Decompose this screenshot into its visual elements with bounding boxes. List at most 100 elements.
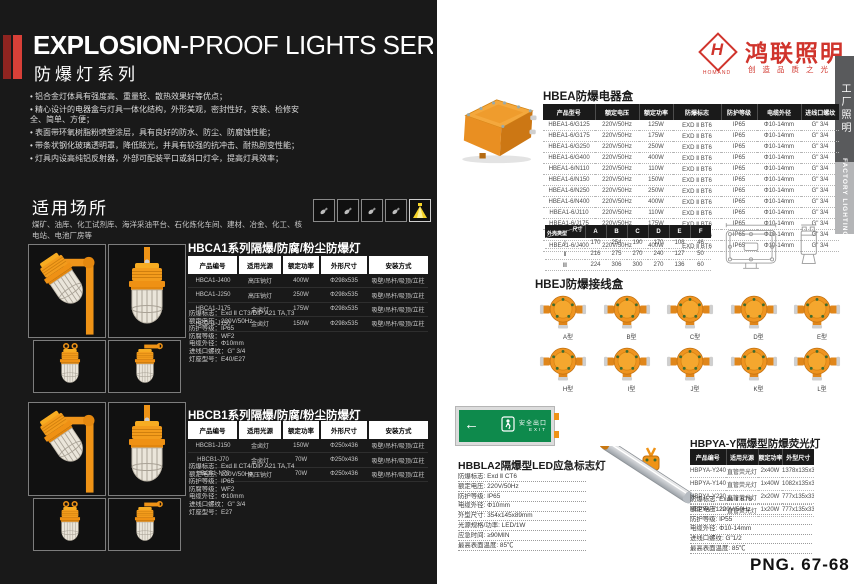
spec-line: 应急时间: ≥90MIN — [458, 532, 586, 541]
side-tab-factory-lighting-en: FACTORY LIGHTING — [835, 158, 854, 238]
spec-line: 光源规格/功率: LED/1W — [458, 522, 586, 532]
brand-logo: H HOMAND 鸿联照明 创造品质之光 — [697, 32, 847, 80]
feature-item: 灯具内设高纯铝反射器，外部可配装平口或斜口灯伞，提高灯具效率； — [30, 154, 312, 164]
spec-line: 额定电压: 220V/50Hz — [458, 483, 586, 492]
table-row: HBEA1-6/G400 220V/50Hz 400W EXD Ⅱ BT6 IP65 Φ1… — [543, 152, 839, 164]
column-header: 防爆标志 — [673, 104, 722, 120]
hbcb1-photo-wall-mount — [28, 402, 106, 496]
accent-bar-bright — [13, 35, 22, 79]
table-row: HBCA1-J400 高压钠灯 400W Φ298x535 吸壁/吊杆/吸顶/立柱 — [188, 274, 428, 289]
enclosure-drawing-side — [790, 223, 828, 271]
hbpya-specs: 防爆标志: Exde Ⅱ BT6 额定电压: 220V/50Hz 防护等级: IP5… — [690, 496, 812, 555]
spec-line: 电缆外径：Φ10mm — [189, 493, 244, 501]
spec-line: 额定电压：220V/50Hz — [189, 470, 253, 478]
spec-line: 防护等级：IP65 — [189, 478, 235, 486]
page-title-bold: EXPLOSION — [33, 30, 181, 60]
hbca1-photo-small-1 — [33, 340, 106, 393]
hbej-row-1: A型 B型 C型 D型 E型 — [538, 294, 852, 341]
lamp-type-icon-1 — [313, 199, 335, 222]
applications-text: 煤矿、油库、化工试剂库、海洋采油平台、石化炼化车间、建材、冶金、化工、核电站、电… — [32, 220, 302, 240]
column-header: 产品编号 — [188, 256, 239, 274]
table-row: Ⅰ 170 254 190 170 108 46 — [545, 238, 711, 249]
brand-tagline: 创造品质之光 — [748, 65, 835, 74]
table-row: HBEA1-6/N400 220V/50Hz 400W EXD Ⅱ BT6 IP65 Φ1… — [543, 196, 839, 208]
table-row: HBCB1-J150 金卤灯 150W Φ250x436 吸壁/吊杆/吸顶/立柱 — [188, 439, 428, 454]
column-header: 适用光源 — [726, 449, 759, 465]
table-row: HBEA1-6/J110 220V/50Hz 110W EXD Ⅱ BT6 IP65 Φ1… — [543, 207, 839, 219]
page-title-rest: -PROOF LIGHTS SERIES — [180, 30, 433, 60]
exit-sign-bracket-bottom — [554, 431, 559, 438]
column-header: 额定电压 — [595, 104, 640, 120]
column-header: A — [585, 225, 607, 238]
junction-box-j: J型 — [665, 346, 725, 393]
column-header: 防护等级 — [721, 104, 758, 120]
spec-line: 电缆外径：Φ10mm — [189, 340, 244, 348]
column-header: 额定功率 — [282, 421, 321, 439]
column-header: E — [669, 225, 691, 238]
junction-box-a: A型 — [538, 294, 598, 341]
hbea-title: HBEA防爆电器盒 — [543, 91, 634, 103]
left-panel: EXPLOSION-PROOF LIGHTS SERIES 防爆灯系列 铝合金灯… — [0, 0, 437, 584]
accent-bar-dark — [3, 35, 11, 79]
column-header: 产品编号 — [188, 421, 239, 439]
column-header: 适用光源 — [238, 256, 283, 274]
hbca1-photo-wall-mount — [28, 244, 106, 338]
spec-line: 防护等级: IP65 — [458, 493, 586, 502]
spec-line: 进线口螺纹: G"1/2 — [690, 535, 812, 545]
hbcb1-photo-pendant — [108, 402, 186, 496]
spec-line: 防腐等级：WF2 — [189, 332, 235, 340]
column-header: 进线口螺纹 — [801, 104, 839, 120]
lamp-type-icon-2 — [337, 199, 359, 222]
column-header: 额定功率 — [639, 104, 674, 120]
lamp-type-icons — [313, 199, 431, 222]
hbca1-specs: 防爆标志：Exd Ⅱ CT3/DIP A21 TA,T3 额定电压：220V/50… — [189, 310, 359, 363]
junction-box-b: B型 — [602, 294, 662, 341]
table-row: HBEA1-6/N150 220V/50Hz 150W EXD Ⅱ BT6 IP65 Φ1… — [543, 174, 839, 186]
spec-line: 最高表面温度: 85℃ — [690, 545, 812, 555]
column-header: 额定功率 — [758, 449, 783, 465]
junction-box-k: K型 — [729, 346, 789, 393]
hbcb1-specs: 防爆标志：Exd Ⅱ CT4/DIP A21 TA,T4 额定电压：220V/50… — [189, 463, 359, 516]
column-header: 安装方式 — [368, 421, 428, 439]
spec-line: 外型尺寸: 354x145x89mm — [458, 512, 586, 522]
brand-name-cn: 鸿联照明 — [745, 40, 845, 66]
hbcb1-table: 产品编号 适用光源 额定功率 外形尺寸 安装方式 HBCB1-J150 金卤灯 150W Φ2… — [188, 421, 428, 483]
exit-sign-text: 安全出口 — [518, 421, 547, 427]
logo-letter: H — [710, 40, 724, 59]
hbej-title: HBEJ防爆接线盒 — [535, 279, 624, 291]
junction-box-c: C型 — [665, 294, 725, 341]
table-row: HBEA1-6/G250 220V/50Hz 250W EXD Ⅱ BT6 IP65 Φ1… — [543, 141, 839, 153]
table-row: HBCA1-J175 金卤灯 175W Φ298x535 吸壁/吊杆/吸顶/立柱 — [188, 302, 428, 318]
hbej-row-2: H型 I型 J型 K型 L型 — [538, 346, 852, 393]
table-row: Ⅱ 216 275 270 240 127 50 — [545, 248, 711, 260]
column-header: 外型尺寸 — [782, 449, 814, 465]
spec-line: 电缆外径: Φ10mm — [458, 502, 586, 512]
spec-line: 防护等级：IP65 — [189, 325, 235, 333]
table-row: HBCA1-J150 金卤灯 150W Φ298x535 吸壁/吊杆/吸顶/立柱 — [188, 316, 428, 332]
spec-line: 灯座型号：E40/E27 — [189, 355, 246, 363]
page-title: EXPLOSION-PROOF LIGHTS SERIES — [33, 30, 433, 61]
enclosure-drawing-front — [722, 222, 780, 272]
lamp-type-icon-3 — [361, 199, 383, 222]
spec-line: 防爆标志：Exd Ⅱ CT3/DIP A21 TA,T3 — [189, 310, 295, 317]
column-header: 外形尺寸 — [320, 256, 369, 274]
column-header: 适用光源 — [238, 421, 283, 439]
lamp-type-icon-4 — [385, 199, 407, 222]
exit-arrow: ← — [464, 416, 479, 433]
exit-sign-bracket-top — [554, 413, 559, 420]
column-header: 外形尺寸 — [320, 421, 369, 439]
junction-box-l: L型 — [792, 346, 852, 393]
hbbla2-specs: 防爆标志: Exd Ⅱ CT6 额定电压: 220V/50Hz 防护等级: IP65… — [458, 473, 586, 551]
feature-item: 铝合金灯体具有强度高、重量轻、散热效果好等优点； — [30, 92, 312, 102]
spec-line: 最高表面温度: 85℃ — [458, 542, 586, 551]
spec-line: 防护等级: IP55 — [690, 516, 812, 525]
spec-line: 进线口螺纹：G" 3/4 — [189, 500, 246, 508]
table-row: HBPYA-Y120直管荧光灯1x20W777x135x330 — [690, 503, 814, 517]
spec-line: 灯座型号：E27 — [189, 508, 233, 516]
table-row: HBCB1-J70 金卤灯 70W Φ250x436 吸壁/吊杆/吸顶/立柱 — [188, 452, 428, 468]
hbea-photo — [456, 88, 542, 168]
hbca1-photo-small-2 — [108, 340, 181, 393]
table-row: HBEA1-6/G125 220V/50Hz 125W EXD Ⅱ BT6 IP65 Φ1… — [543, 120, 839, 131]
